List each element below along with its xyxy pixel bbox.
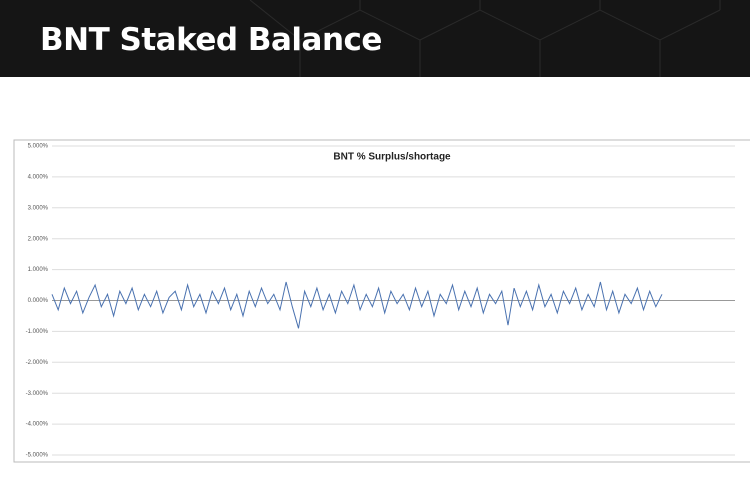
data-line bbox=[51, 281, 663, 329]
y-tick-label: -2.000% bbox=[26, 360, 49, 366]
header-pattern bbox=[249, 0, 721, 77]
y-tick-label: 3.000% bbox=[28, 205, 49, 211]
y-tick-label: 4.000% bbox=[28, 174, 49, 180]
slide-header: BNT Staked Balance bbox=[0, 0, 750, 77]
y-tick-label: -1.000% bbox=[26, 329, 49, 335]
y-tick-label: -3.000% bbox=[26, 391, 49, 397]
y-tick-label: 2.000% bbox=[28, 236, 49, 242]
y-tick-label: 5.000% bbox=[28, 144, 49, 150]
y-tick-label: 1.000% bbox=[28, 267, 49, 273]
y-tick-label: -5.000% bbox=[26, 453, 49, 459]
y-tick-label: -4.000% bbox=[26, 422, 49, 428]
slide-title: BNT Staked Balance bbox=[40, 22, 382, 58]
chart-title: BNT % Surplus/shortage bbox=[333, 152, 451, 163]
y-tick-label: 0.000% bbox=[28, 298, 49, 304]
